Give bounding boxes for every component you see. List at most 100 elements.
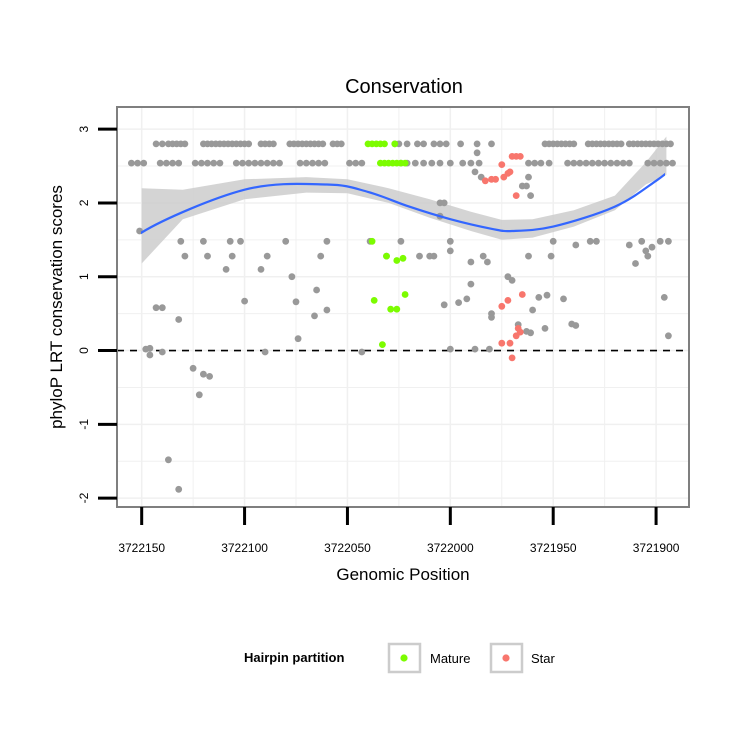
y-tick-label: 0: [77, 347, 91, 354]
data-point-other: [547, 252, 555, 260]
data-point-other: [486, 345, 493, 353]
data-point-mature: [393, 257, 401, 264]
data-point-other: [158, 304, 166, 312]
x-tick-label: 3721900: [633, 541, 680, 555]
x-tick-label: 3721950: [530, 541, 577, 555]
data-point-other: [440, 199, 448, 207]
data-point-star: [516, 153, 524, 160]
y-axis-ticks: -2 -1 0 1 2 3: [77, 125, 117, 503]
data-point-mature: [368, 237, 376, 245]
data-point-other: [459, 159, 467, 167]
data-point-other: [321, 159, 329, 167]
data-point-other: [323, 306, 331, 314]
chart-title: Conservation: [345, 76, 463, 98]
data-point-other: [175, 316, 183, 323]
data-point-other: [420, 159, 427, 167]
data-point-other: [663, 159, 670, 167]
panel-border: [116, 106, 690, 508]
data-point-other: [206, 373, 214, 380]
data-point-other: [198, 159, 205, 167]
data-point-star: [518, 291, 526, 298]
data-point-other: [346, 159, 353, 167]
data-point-other: [660, 294, 668, 301]
data-point-other: [239, 159, 246, 167]
data-point-other: [152, 140, 160, 148]
data-point-other: [523, 182, 530, 190]
data-point-other: [175, 159, 183, 167]
data-point-other: [545, 159, 553, 167]
data-point-other: [226, 237, 234, 245]
legend-marker-star: [502, 654, 510, 662]
data-point-other: [245, 140, 253, 148]
data-point-mature: [393, 305, 401, 313]
data-point-other: [644, 159, 652, 167]
data-point-other: [177, 237, 185, 245]
data-point-other: [667, 140, 674, 148]
data-point-other: [607, 159, 615, 167]
data-point-mature: [401, 159, 409, 167]
data-point-other: [403, 140, 411, 148]
data-point-other: [411, 159, 419, 167]
data-point-other: [446, 345, 454, 353]
data-point-other: [222, 266, 230, 273]
smooth-trend-line: [141, 172, 665, 235]
data-point-other: [582, 159, 590, 167]
data-point-other: [292, 298, 300, 306]
data-point-mature: [383, 252, 390, 260]
data-point-other: [296, 159, 304, 167]
data-point-other: [525, 173, 532, 181]
y-tick-label: -1: [77, 419, 91, 430]
data-point-other: [261, 348, 269, 356]
data-point-other: [323, 237, 331, 245]
data-point-other: [570, 140, 578, 148]
data-point-mature: [379, 341, 386, 348]
legend-label-star: Star: [531, 651, 556, 666]
data-point-other: [593, 237, 600, 245]
data-point-other: [146, 351, 154, 359]
data-point-other: [656, 237, 664, 245]
y-tick-label: -2: [77, 492, 91, 503]
data-point-other: [420, 140, 427, 148]
y-tick-label: 1: [77, 273, 91, 280]
data-point-other: [613, 159, 621, 167]
y-tick-label: 3: [77, 125, 91, 132]
data-point-other: [568, 320, 576, 328]
data-point-mature: [370, 297, 378, 304]
data-point-other: [531, 159, 539, 167]
data-point-other: [508, 277, 516, 284]
legend-marker-mature: [400, 654, 408, 662]
data-point-other: [156, 159, 164, 167]
data-point-other: [358, 159, 366, 167]
data-point-other: [134, 159, 142, 167]
data-point-other: [588, 159, 596, 167]
data-point-other: [158, 140, 166, 148]
data-point-other: [140, 159, 148, 167]
data-point-other: [204, 252, 211, 260]
data-point-other: [479, 252, 487, 260]
data-point-other: [251, 159, 259, 167]
data-point-other: [488, 313, 495, 321]
data-point-other: [619, 159, 627, 167]
data-point-other: [241, 297, 249, 305]
data-point-other: [317, 252, 325, 260]
data-point-other: [665, 332, 672, 340]
data-point-other: [311, 312, 318, 320]
data-point-other: [535, 294, 543, 301]
data-point-other: [181, 140, 189, 148]
data-point-other: [270, 159, 277, 167]
data-point-other: [527, 329, 534, 337]
data-point-other: [237, 237, 244, 245]
data-point-star: [506, 339, 514, 347]
data-point-star: [498, 161, 506, 169]
data-point-star: [498, 339, 506, 347]
data-point-other: [245, 159, 253, 167]
data-point-other: [644, 252, 652, 260]
data-point-other: [257, 266, 265, 273]
smooth-ribbon-layer: [141, 136, 667, 264]
data-point-other: [204, 159, 211, 167]
confidence-ribbon: [141, 136, 667, 264]
data-point-other: [642, 247, 650, 255]
data-point-star: [504, 297, 512, 304]
data-point-other: [488, 140, 495, 148]
